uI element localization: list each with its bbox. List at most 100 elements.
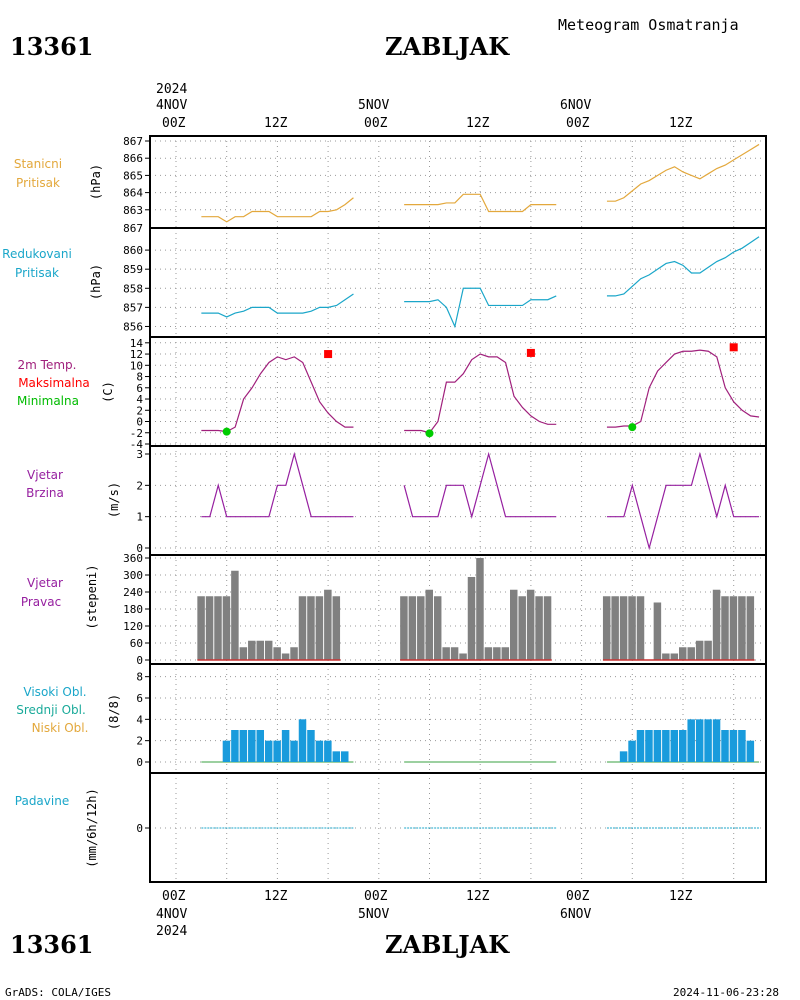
wind-direction-bar bbox=[653, 602, 662, 660]
wind-direction-bar bbox=[670, 653, 679, 660]
cloud-bar bbox=[281, 730, 290, 762]
bottom-date-1: 4NOV bbox=[156, 907, 187, 922]
station_pressure-ytick-label: 865 bbox=[123, 169, 143, 182]
reduced_pressure-ytick-label: 859 bbox=[123, 263, 143, 276]
clouds-ytick-label: 2 bbox=[136, 735, 143, 748]
tmin-marker bbox=[425, 429, 434, 438]
wind-direction-bar bbox=[417, 596, 425, 660]
cloud-bar bbox=[695, 719, 704, 762]
wind-direction-bar bbox=[662, 653, 670, 660]
temperature-ytick-label: -4 bbox=[130, 438, 144, 451]
station-pressure-unit: (hPa) bbox=[89, 164, 103, 200]
cloud-bar bbox=[653, 730, 662, 762]
cloud-bar bbox=[636, 730, 645, 762]
cloud-bar bbox=[231, 730, 239, 762]
cloud-label-mid: Srednji Obl. bbox=[16, 703, 86, 717]
cloud-bar bbox=[264, 740, 273, 762]
temperature-label-1: 2m Temp. bbox=[18, 358, 77, 372]
wind-direction-label-2: Pravac bbox=[21, 595, 61, 609]
cloud-bar bbox=[324, 740, 332, 762]
wind-direction-bar bbox=[324, 589, 332, 660]
clouds-ytick-label: 8 bbox=[136, 671, 143, 684]
wind_speed-ytick-label: 0 bbox=[136, 542, 143, 555]
temperature-ytick-label: 8 bbox=[136, 371, 143, 384]
bottom-hour-6: 12Z bbox=[669, 889, 693, 904]
temperature-ytick-label: 0 bbox=[136, 416, 143, 429]
temperature-unit: (C) bbox=[101, 381, 115, 403]
bottom-hour-3: 00Z bbox=[364, 889, 388, 904]
temperature-line bbox=[201, 356, 354, 433]
temperature-ytick-label: 2 bbox=[136, 404, 143, 417]
tmax-marker bbox=[729, 343, 738, 352]
station_pressure-ytick-label: 864 bbox=[123, 187, 143, 200]
wind-direction-bar bbox=[281, 653, 290, 660]
wind-direction-bar bbox=[484, 647, 493, 660]
top-hour-5: 00Z bbox=[566, 116, 590, 131]
cloud-bar bbox=[670, 730, 679, 762]
bottom-date-2: 5NOV bbox=[358, 907, 389, 922]
meteogram-title: Meteogram Osmatranja bbox=[558, 16, 739, 34]
cloud-bar bbox=[273, 740, 281, 762]
reduced_pressure-ytick-label: 856 bbox=[123, 320, 143, 333]
wind-direction-bar bbox=[493, 647, 501, 660]
station-pressure-line bbox=[606, 143, 760, 202]
footer-timestamp: 2024-11-06-23:28 bbox=[673, 986, 779, 999]
wind-speed-unit: (m/s) bbox=[107, 482, 121, 518]
cloud-bar bbox=[645, 730, 653, 762]
bottom-date-3: 6NOV bbox=[560, 907, 591, 922]
wind-direction-bar bbox=[222, 596, 231, 660]
wind_direction-ytick-label: 120 bbox=[123, 620, 143, 633]
wind-direction-bar bbox=[467, 576, 476, 660]
station-name-bottom: ZABLJAK bbox=[385, 930, 510, 959]
bottom-hour-2: 12Z bbox=[264, 889, 288, 904]
reduced-pressure-line bbox=[404, 287, 557, 329]
wind-direction-bar bbox=[332, 596, 341, 660]
wind_speed-frame bbox=[149, 445, 767, 556]
wind-direction-bar bbox=[510, 589, 518, 660]
wind-direction-bar bbox=[679, 647, 687, 660]
temperature-frame bbox=[149, 336, 767, 447]
reduced-pressure-line bbox=[201, 293, 354, 318]
wind-direction-bar bbox=[400, 596, 408, 660]
wind-direction-bar bbox=[602, 596, 611, 660]
wind-direction-bar bbox=[729, 596, 738, 660]
cloud-bar bbox=[256, 730, 264, 762]
reduced_pressure-frame bbox=[149, 227, 767, 338]
tmin-marker bbox=[222, 427, 231, 436]
wind-direction-bar bbox=[315, 596, 324, 660]
wind-direction-bar bbox=[450, 647, 459, 660]
station-pressure-label-2: Pritisak bbox=[16, 176, 60, 190]
cloud-bar bbox=[332, 751, 341, 762]
clouds-ytick-label: 4 bbox=[136, 713, 143, 726]
wind-direction-bar bbox=[425, 589, 433, 660]
plot-layer: 863864865866867867856857858859860-4-2024… bbox=[123, 135, 767, 883]
bottom-hour-1: 00Z bbox=[162, 889, 186, 904]
temperature-ytick-label: 12 bbox=[130, 348, 143, 361]
wind-direction-bar bbox=[695, 640, 704, 660]
wind-direction-bar bbox=[636, 596, 645, 660]
wind_direction-ytick-label: 0 bbox=[136, 654, 143, 667]
wind-direction-bar bbox=[307, 596, 315, 660]
wind-direction-bar bbox=[433, 596, 442, 660]
precip-label: Padavine bbox=[15, 794, 69, 808]
cloud-bar bbox=[738, 730, 746, 762]
cloud-bar bbox=[222, 740, 231, 762]
tmax-marker bbox=[324, 350, 333, 359]
clouds-ytick-label: 6 bbox=[136, 692, 143, 705]
wind-direction-bar bbox=[264, 640, 273, 660]
reduced_pressure-ytick-label: 860 bbox=[123, 244, 143, 257]
reduced-pressure-line bbox=[606, 236, 760, 297]
cloud-bar bbox=[239, 730, 248, 762]
wind-direction-bar bbox=[231, 570, 239, 660]
cloud-unit: (8/8) bbox=[107, 694, 121, 730]
wind-direction-bar bbox=[501, 647, 510, 660]
station_pressure-ytick-label: 866 bbox=[123, 152, 143, 165]
reduced-pressure-label-2: Pritisak bbox=[15, 266, 59, 280]
precip-ytick-label: 0 bbox=[136, 822, 143, 835]
wind-direction-label-1: Vjetar bbox=[27, 576, 63, 590]
cloud-bar bbox=[298, 719, 307, 762]
cloud-bar bbox=[704, 719, 712, 762]
top-hour-3: 00Z bbox=[364, 116, 388, 131]
cloud-bar bbox=[746, 740, 755, 762]
station-id-bottom: 13361 bbox=[10, 930, 94, 959]
